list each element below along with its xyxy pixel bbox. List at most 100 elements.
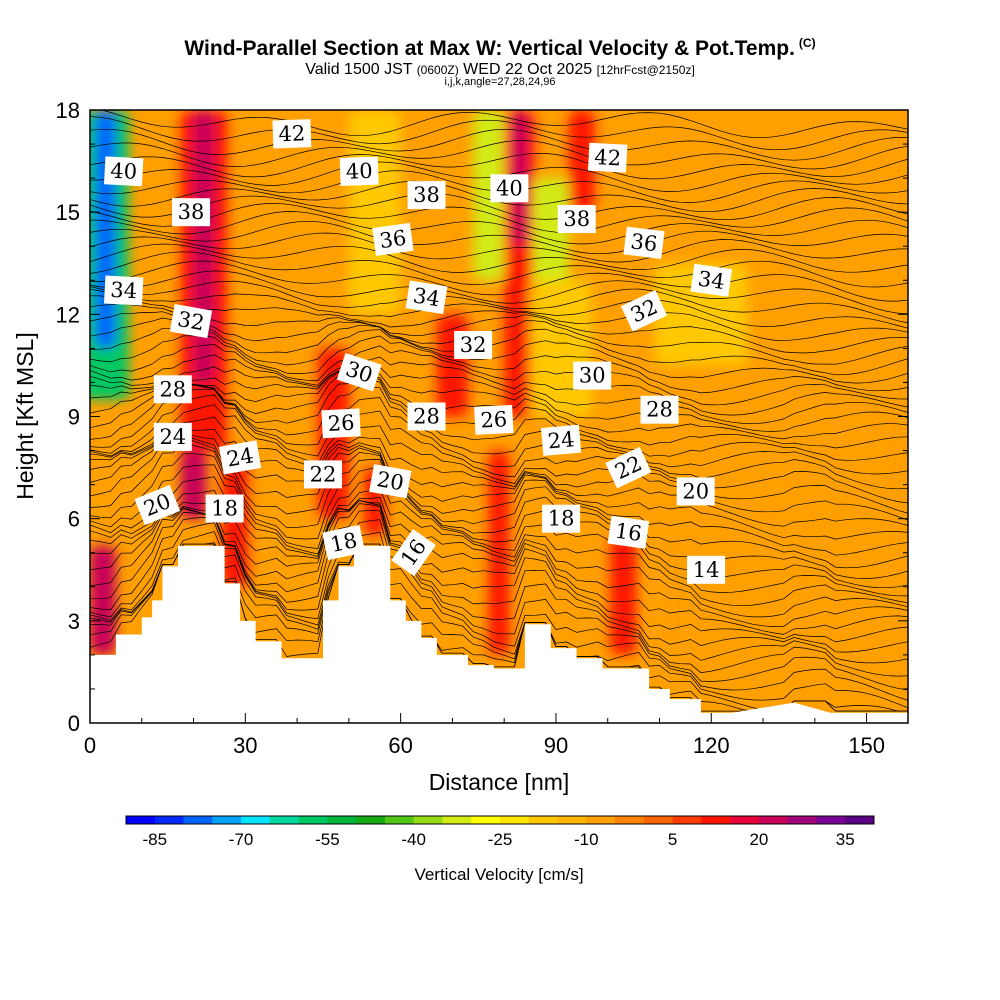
theta-contour-line: [90, 503, 908, 653]
contour-label-box: [322, 524, 366, 561]
theta-contour-line: [90, 453, 908, 589]
contour-label-box: [304, 460, 342, 489]
x-tick-label: 60: [388, 733, 412, 758]
theta-contour-line: [90, 211, 908, 245]
theta-contour-line: [90, 295, 908, 342]
colorbar-swatch: [241, 816, 271, 824]
contour-label-box: [169, 304, 213, 339]
contour-label-box: [321, 408, 361, 439]
contour-label-text: 36: [378, 226, 408, 253]
theta-contour-line: [100, 110, 908, 139]
x-tick-label: 150: [848, 733, 885, 758]
contour-label-text: 24: [547, 427, 576, 453]
colorbar-tick-label: 5: [668, 830, 677, 849]
contour-label: 38: [172, 198, 210, 227]
y-tick-label: 15: [56, 200, 80, 225]
x-tick-label: 30: [233, 733, 257, 758]
contour-label-box: [272, 119, 312, 149]
contour-label: 18: [205, 494, 244, 523]
theta-contour-line: [90, 377, 908, 461]
contour-label-text: 18: [328, 528, 359, 557]
contour-label: 36: [623, 226, 665, 260]
contour-label-text: 36: [629, 229, 658, 256]
contour-label: 24: [218, 440, 262, 475]
colorbar-tick-label: -25: [488, 830, 513, 849]
theta-contour-line: [90, 220, 908, 255]
contour-label-text: 32: [460, 333, 487, 357]
contour-label: 26: [474, 404, 514, 435]
theta-contour-line: [90, 371, 908, 432]
theta-contour-line: [90, 270, 908, 315]
contour-label-box: [218, 440, 262, 475]
contour-label: 42: [272, 119, 312, 149]
w-cell: [610, 535, 637, 655]
contour-label-text: 34: [411, 283, 441, 311]
contour-label-box: [540, 424, 582, 456]
colorbar-tick-label: 35: [836, 830, 855, 849]
contour-label: 42: [587, 142, 628, 173]
contour-label: 32: [454, 331, 493, 359]
colorbar-swatch: [183, 816, 213, 824]
colorbar-swatch: [212, 816, 242, 824]
theta-contour-line: [90, 388, 908, 490]
w-cell: [90, 545, 116, 655]
contour-label: 28: [153, 375, 192, 404]
theta-contour-line: [90, 202, 908, 233]
contour-label-box: [605, 446, 652, 489]
contour-label-text: 42: [278, 121, 306, 146]
colorbar-swatch: [327, 816, 357, 824]
y-tick-label: 12: [56, 302, 80, 327]
w-cell: [436, 314, 468, 417]
valid-time: Valid 1500 JST: [305, 61, 417, 78]
theta-contour-line: [90, 416, 908, 521]
contour-label-box: [153, 422, 192, 451]
x-axis: 0 30 60 90 120 150: [84, 713, 885, 758]
colorbar-swatch: [845, 816, 875, 824]
colorbar-swatch: [154, 816, 185, 824]
colorbar-swatch: [701, 816, 731, 824]
contour-label-text: 30: [579, 364, 606, 388]
theta-contour-line: [90, 542, 908, 709]
contour-label: 28: [407, 402, 446, 431]
x-axis-label: Distance [nm]: [429, 769, 570, 795]
theta-contour-line: [90, 311, 908, 365]
contour-label: 34: [103, 275, 144, 306]
contour-label-text: 20: [682, 479, 709, 503]
contour-label-box: [557, 205, 596, 233]
contour-label-text: 28: [413, 405, 440, 429]
colorbar-swatch: [586, 816, 616, 824]
colorbar-tick-label: -55: [315, 830, 340, 849]
colorbar-swatch: [384, 816, 415, 824]
theta-contour-line: [90, 464, 908, 597]
contour-label: 40: [103, 156, 144, 187]
contour-label: 14: [687, 555, 726, 584]
contour-label: 24: [540, 424, 582, 456]
contour-label: 24: [153, 422, 192, 451]
contour-label-box: [405, 280, 448, 315]
theta-contour-line: [90, 335, 908, 394]
potential-temperature-contours: [90, 110, 908, 712]
colorbar-swatch: [615, 816, 645, 824]
contour-label: 18: [542, 504, 581, 533]
chart-title: Wind-Parallel Section at Max W: Vertical…: [184, 36, 816, 60]
theta-contour-line: [90, 428, 908, 527]
contour-label-box: [205, 494, 244, 523]
contour-label: 36: [372, 222, 414, 256]
contour-label: 30: [336, 353, 382, 392]
contour-label: 30: [573, 361, 612, 390]
contour-label-box: [391, 529, 436, 577]
theta-contour-line: [90, 317, 908, 376]
theta-contour-line: [90, 531, 908, 701]
contour-label-text: 34: [696, 267, 726, 294]
colorbar-swatch: [787, 816, 817, 824]
contour-label-box: [407, 402, 446, 431]
contour-label-box: [687, 555, 726, 584]
contour-label-box: [640, 395, 679, 424]
contour-label-box: [336, 353, 382, 392]
contour-label-text: 22: [310, 462, 337, 486]
colorbar-tick-label: 20: [749, 830, 768, 849]
contour-label-box: [587, 142, 628, 173]
contour-label: 22: [304, 460, 342, 489]
